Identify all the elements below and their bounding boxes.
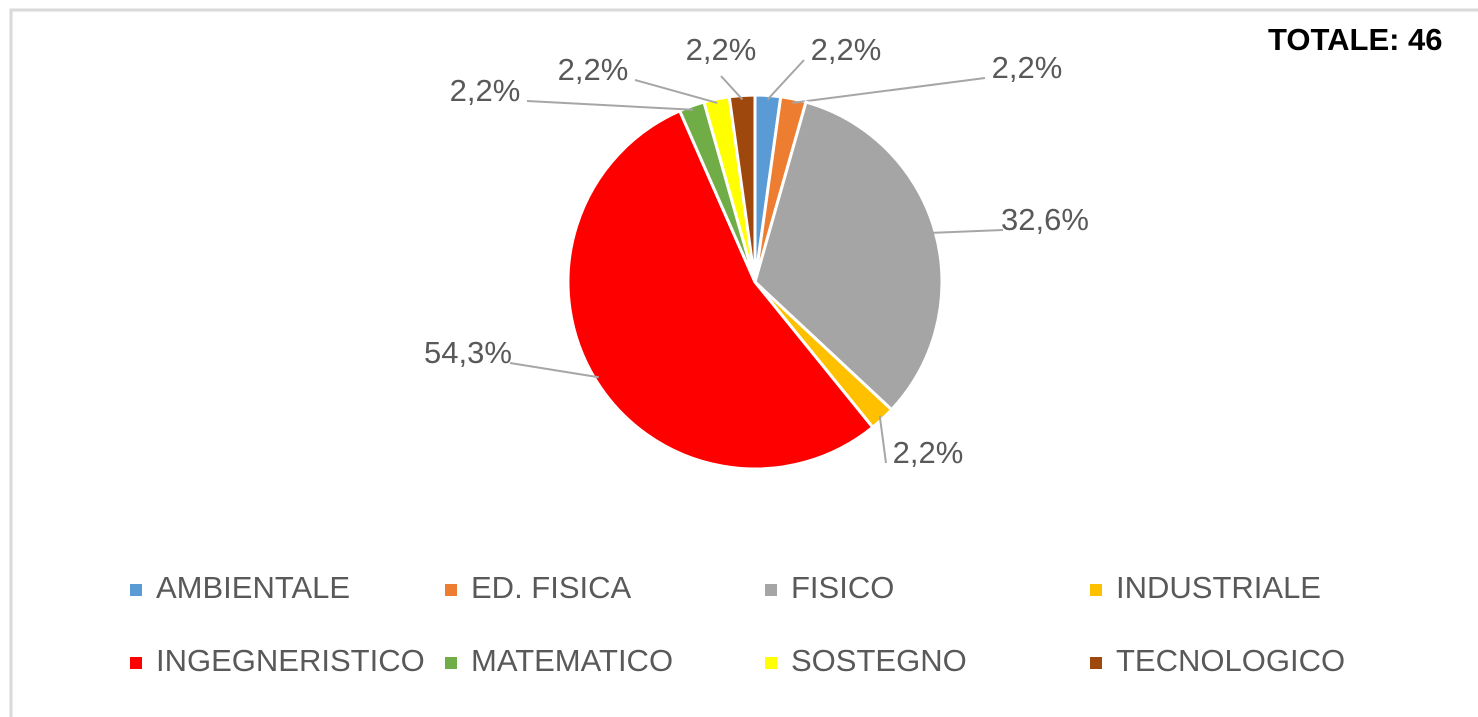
leader-line — [766, 59, 805, 101]
data-label: 2,2% — [558, 52, 629, 87]
legend-swatch — [130, 584, 142, 596]
leader-line — [720, 75, 744, 101]
leader-line — [634, 79, 718, 104]
legend-swatch — [1090, 657, 1102, 669]
legend-swatch — [1090, 584, 1102, 596]
legend-label: INGEGNERISTICO — [156, 643, 425, 678]
data-label: 2,2% — [686, 32, 757, 67]
legend-label: INDUSTRIALE — [1116, 570, 1321, 605]
data-label: 32,6% — [1001, 202, 1089, 237]
legend-label: MATEMATICO — [471, 643, 673, 678]
legend-swatch — [765, 584, 777, 596]
data-label: 54,3% — [424, 335, 512, 370]
leader-line — [526, 100, 694, 111]
legend-label: AMBIENTALE — [156, 570, 350, 605]
data-label: 2,2% — [992, 50, 1063, 85]
leader-line — [792, 77, 986, 104]
legend-swatch — [445, 584, 457, 596]
data-label: 2,2% — [811, 32, 882, 67]
legend-swatch — [445, 657, 457, 669]
total-annotation: TOTALE: 46 — [1268, 22, 1443, 57]
legend-label: FISICO — [791, 570, 894, 605]
leader-line — [931, 229, 1004, 234]
legend-swatch — [765, 657, 777, 669]
legend-swatch — [130, 657, 142, 669]
data-label: 2,2% — [893, 435, 964, 470]
legend-label: SOSTEGNO — [791, 643, 967, 678]
leader-line — [509, 362, 599, 379]
data-label: 2,2% — [450, 73, 521, 108]
leader-line — [878, 415, 887, 464]
pie-slice — [566, 108, 875, 471]
legend-label: TECNOLOGICO — [1116, 643, 1345, 678]
pie-slice — [727, 93, 757, 283]
legend-label: ED. FISICA — [471, 570, 632, 605]
